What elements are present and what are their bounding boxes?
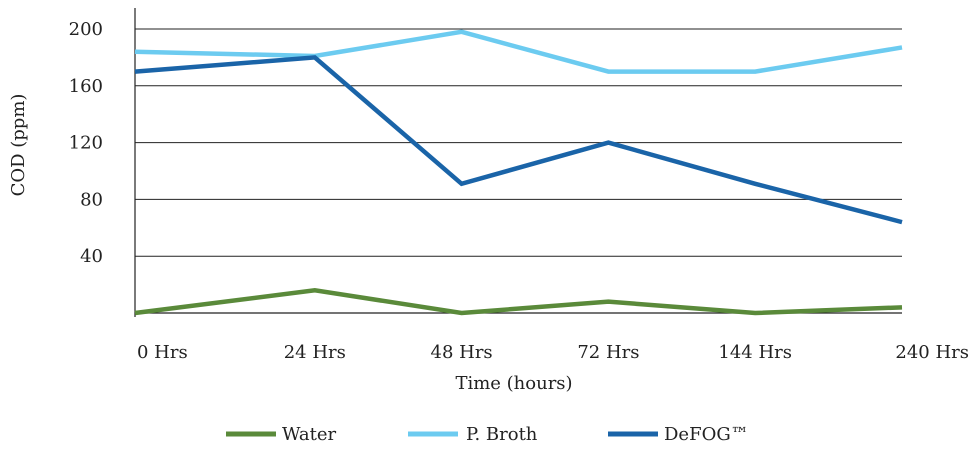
series-lines (134, 29, 903, 316)
x-tick-label: 48 Hrs (431, 342, 493, 363)
x-tick-label: 72 Hrs (577, 342, 639, 363)
legend-label: DeFOG™ (664, 424, 749, 445)
y-tick-label: 160 (69, 76, 103, 97)
legend: Water P. Broth DeFOG™ (226, 424, 749, 445)
x-tick-label: 0 Hrs (137, 342, 188, 363)
y-tick-label: 40 (80, 246, 103, 267)
series-line-defog (134, 55, 903, 225)
legend-label: Water (282, 424, 337, 445)
y-tick-labels: 40 80 120 160 200 (69, 19, 103, 267)
x-tick-label: 24 Hrs (284, 342, 346, 363)
y-axis-title: COD (ppm) (8, 94, 29, 197)
x-tick-labels: 0 Hrs 24 Hrs 48 Hrs 72 Hrs 144 Hrs 240 Hrs (137, 342, 969, 363)
grid-lines (135, 28, 902, 314)
x-axis-title: Time (hours) (455, 373, 572, 394)
series-line-water (134, 288, 903, 316)
x-tick-label: 240 Hrs (895, 342, 969, 363)
y-tick-label: 120 (69, 133, 103, 154)
x-tick-label: 144 Hrs (718, 342, 792, 363)
legend-label: P. Broth (466, 424, 538, 445)
series-line-p-broth (134, 29, 903, 74)
y-tick-label: 80 (80, 189, 103, 210)
y-tick-label: 200 (69, 19, 103, 40)
